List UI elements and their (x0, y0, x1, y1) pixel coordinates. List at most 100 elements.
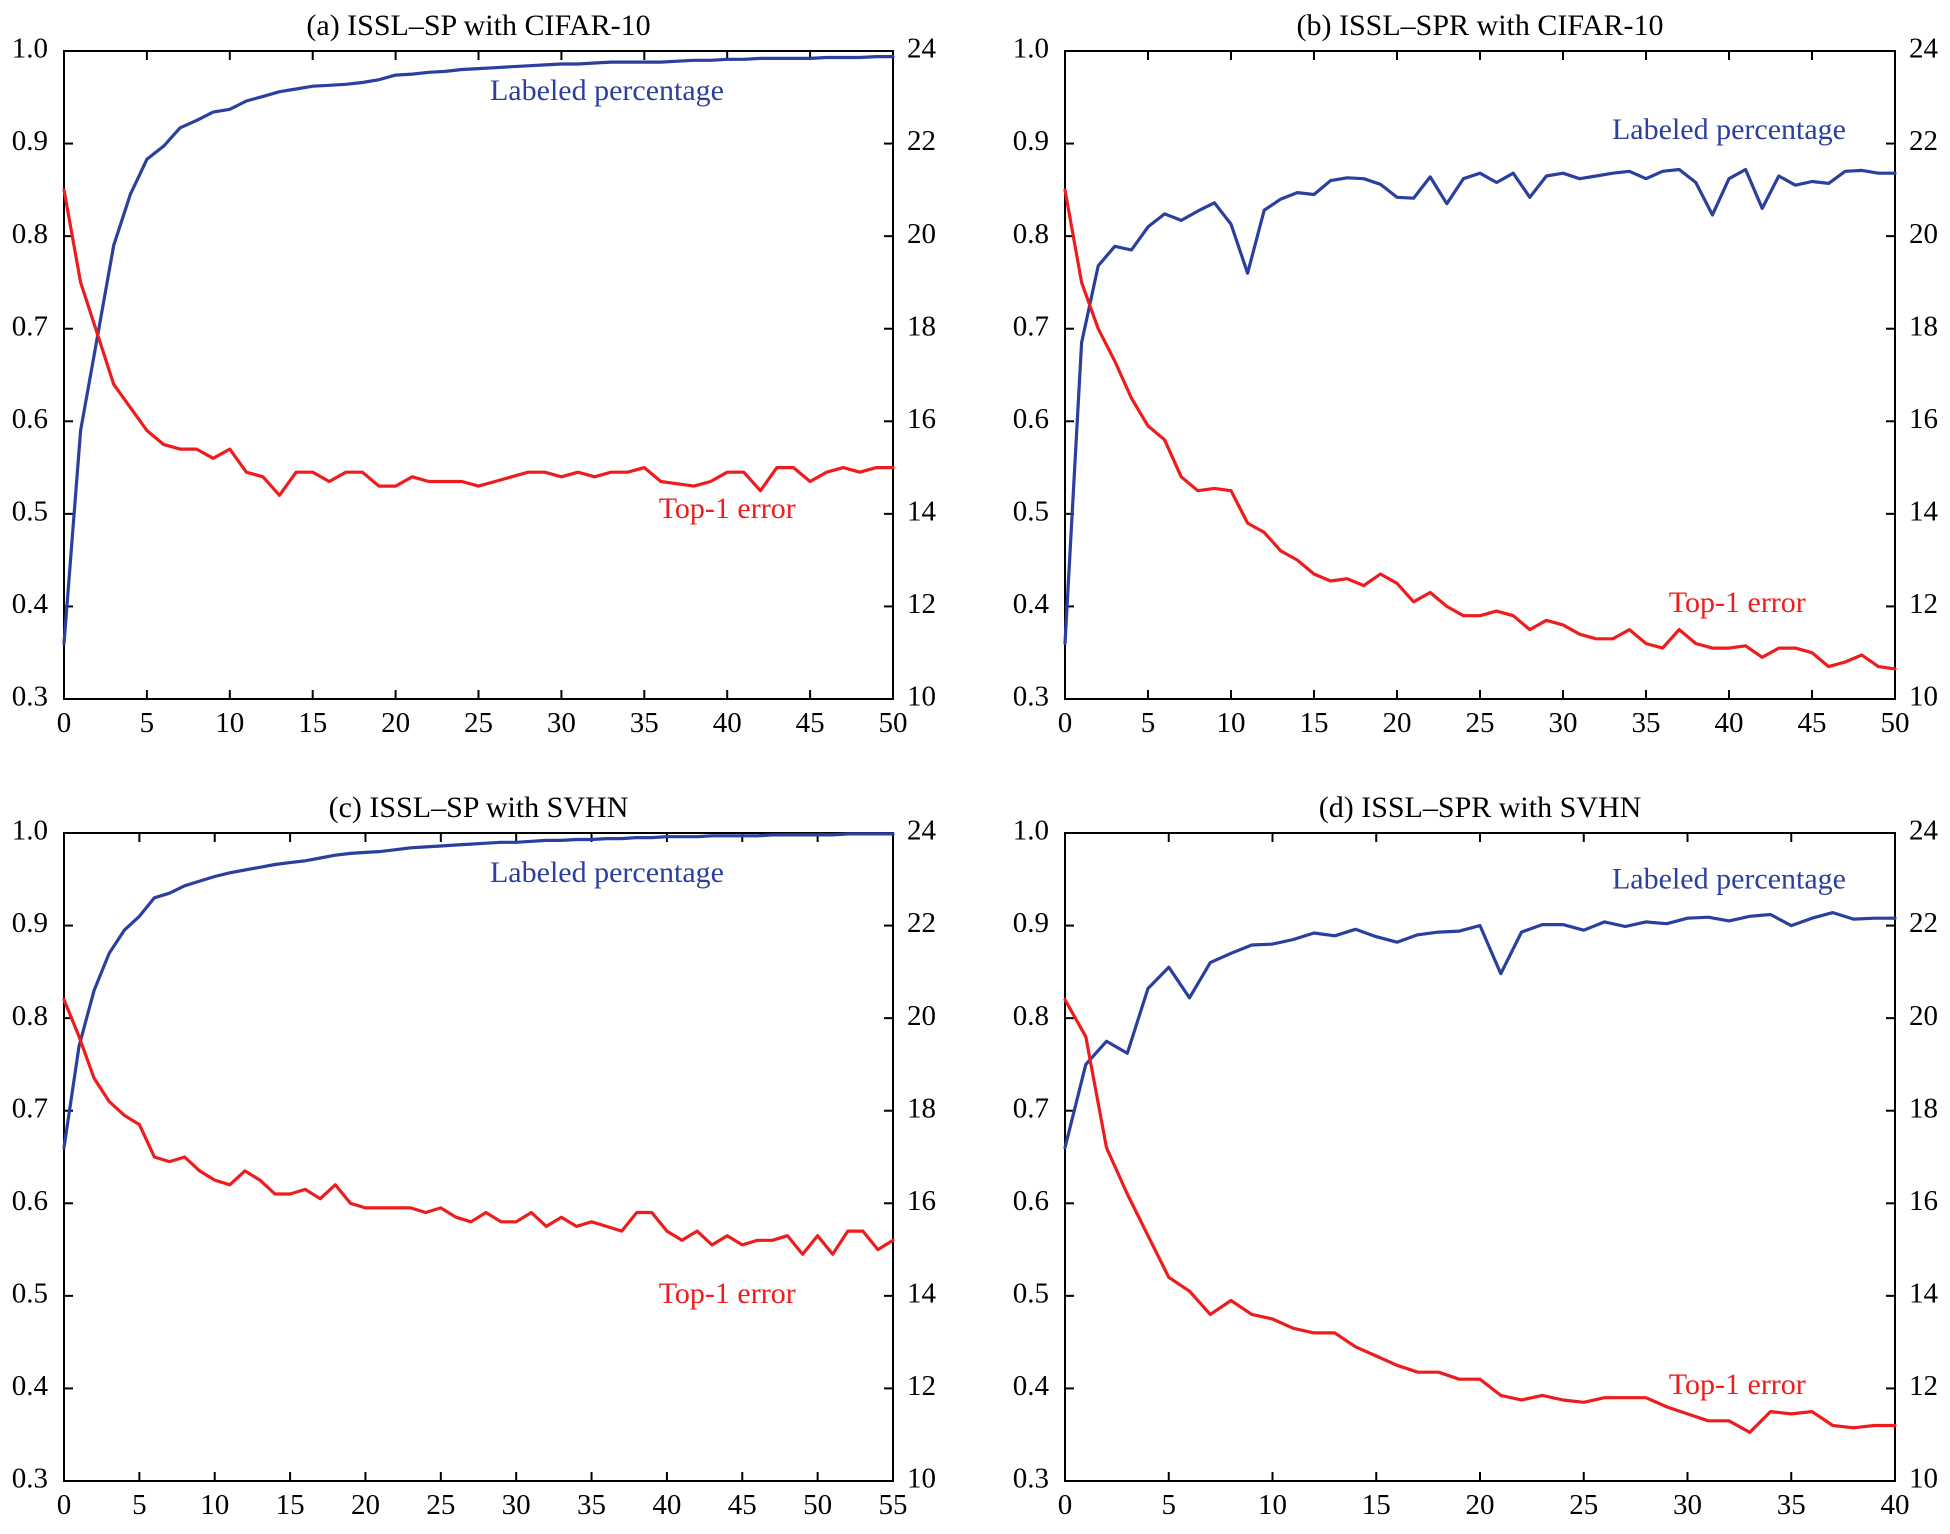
y-right-tick-label-c: 16 (907, 1185, 936, 1217)
y-right-tick-label-b: 14 (1909, 496, 1939, 528)
y-right-tick-label-b: 22 (1909, 125, 1938, 157)
top1-error-annotation-b: Top-1 error (1669, 586, 1806, 619)
y-left-tick-label-d: 0.8 (1013, 1000, 1049, 1032)
y-left-tick-label-b: 0.8 (1013, 218, 1049, 250)
y-right-tick-label-c: 12 (907, 1370, 936, 1402)
y-left-tick-label-d: 0.4 (1013, 1370, 1050, 1402)
x-tick-label-c: 5 (132, 1489, 147, 1521)
y-left-tick-label-d: 0.6 (1013, 1185, 1049, 1217)
y-left-tick-label-a: 0.3 (12, 681, 48, 713)
plot-frame-c (63, 832, 894, 1482)
x-tick-label-a: 50 (879, 707, 908, 739)
y-left-tick-label-d: 0.3 (1013, 1463, 1049, 1495)
x-tick-label-c: 40 (652, 1489, 681, 1521)
y-left-tick-label-d: 0.7 (1013, 1092, 1049, 1124)
x-tick-label-d: 5 (1162, 1489, 1177, 1521)
y-left-tick-label-b: 0.6 (1013, 403, 1049, 435)
y-right-tick-label-c: 22 (907, 907, 936, 939)
x-tick-label-c: 50 (803, 1489, 832, 1521)
chart-title-d: (d) ISSL–SPR with SVHN (1319, 791, 1642, 824)
plot-frame-a (63, 50, 894, 700)
labeled-percentage-line-d (1063, 910, 1897, 1150)
y-right-tick-label-c: 10 (907, 1463, 936, 1495)
y-left-tick-label-a: 1.0 (12, 33, 48, 65)
x-tick-label-b: 45 (1798, 707, 1827, 739)
y-right-tick-label-c: 18 (907, 1092, 936, 1124)
x-tick-label-b: 5 (1141, 707, 1156, 739)
chart-c: (c) ISSL–SP with SVHN 0 5 10 15 20 25 30 35 40 45 5… (12, 791, 937, 1521)
x-tick-label-c: 20 (351, 1489, 380, 1521)
y-right-tick-label-c: 24 (907, 815, 937, 847)
y-right-tick-label-b: 12 (1909, 588, 1938, 620)
y-left-tick-label-c: 0.5 (12, 1278, 48, 1310)
y-right-tick-label-a: 12 (907, 588, 936, 620)
y-right-tick-label-d: 20 (1909, 1000, 1938, 1032)
x-tick-label-d: 10 (1258, 1489, 1287, 1521)
top1-error-annotation-c: Top-1 error (659, 1277, 796, 1310)
x-tick-label-c: 0 (57, 1489, 72, 1521)
y-left-tick-label-c: 0.4 (12, 1370, 49, 1402)
y-right-tick-label-c: 14 (907, 1278, 937, 1310)
x-tick-label-b: 15 (1300, 707, 1329, 739)
x-tick-label-d: 15 (1362, 1489, 1391, 1521)
x-tick-label-b: 25 (1466, 707, 1495, 739)
x-tick-label-b: 50 (1881, 707, 1910, 739)
x-tick-label-c: 15 (276, 1489, 305, 1521)
y-left-tick-label-d: 0.5 (1013, 1278, 1049, 1310)
y-left-tick-label-a: 0.9 (12, 125, 48, 157)
x-tick-label-a: 45 (796, 707, 825, 739)
x-tick-label-b: 35 (1632, 707, 1661, 739)
chart-title-c: (c) ISSL–SP with SVHN (329, 791, 629, 824)
top1-error-line-d (1063, 997, 1897, 1435)
labeled-percentage-annotation-d: Labeled percentage (1612, 862, 1846, 895)
labeled-percentage-annotation-c: Labeled percentage (490, 856, 724, 889)
y-right-tick-label-d: 22 (1909, 907, 1938, 939)
y-right-tick-label-d: 10 (1909, 1463, 1938, 1495)
labeled-percentage-line-c (62, 832, 895, 1150)
x-tick-label-d: 25 (1569, 1489, 1598, 1521)
top1-error-annotation-d: Top-1 error (1669, 1368, 1806, 1401)
x-tick-label-c: 55 (879, 1489, 908, 1521)
x-tick-label-a: 0 (57, 707, 72, 739)
chart-title-b: (b) ISSL–SPR with CIFAR-10 (1296, 9, 1663, 42)
y-right-tick-label-a: 10 (907, 681, 936, 713)
y-left-tick-label-a: 0.4 (12, 588, 49, 620)
y-right-tick-label-b: 24 (1909, 33, 1939, 65)
x-tick-label-a: 20 (381, 707, 410, 739)
y-left-tick-label-c: 0.7 (12, 1092, 48, 1124)
y-left-tick-label-b: 0.3 (1013, 681, 1049, 713)
labeled-percentage-annotation-a: Labeled percentage (490, 74, 724, 107)
y-right-tick-label-d: 12 (1909, 1370, 1938, 1402)
x-tick-label-a: 35 (630, 707, 659, 739)
chart-a: (a) ISSL–SP with CIFAR-10 0 5 10 15 20 25 30 35 4… (12, 9, 937, 739)
y-left-tick-label-b: 1.0 (1013, 33, 1049, 65)
y-right-tick-label-a: 16 (907, 403, 936, 435)
y-left-tick-label-c: 0.8 (12, 1000, 48, 1032)
y-right-tick-label-a: 20 (907, 218, 936, 250)
x-tick-label-d: 35 (1777, 1489, 1806, 1521)
x-tick-label-c: 10 (200, 1489, 229, 1521)
x-tick-label-b: 40 (1715, 707, 1744, 739)
y-right-tick-label-b: 20 (1909, 218, 1938, 250)
top1-error-line-c (62, 997, 895, 1256)
x-tick-label-a: 10 (215, 707, 244, 739)
y-left-tick-label-b: 0.4 (1013, 588, 1050, 620)
x-tick-label-a: 5 (140, 707, 155, 739)
top1-error-line-a (62, 188, 895, 497)
y-left-tick-label-d: 0.9 (1013, 907, 1049, 939)
labeled-percentage-annotation-b: Labeled percentage (1612, 113, 1846, 146)
x-tick-label-c: 25 (426, 1489, 455, 1521)
y-left-tick-label-b: 0.5 (1013, 496, 1049, 528)
x-tick-label-c: 30 (502, 1489, 531, 1521)
top1-error-annotation-a: Top-1 error (659, 492, 796, 525)
y-right-tick-label-a: 24 (907, 33, 937, 65)
x-tick-label-d: 30 (1673, 1489, 1702, 1521)
y-right-tick-label-d: 18 (1909, 1092, 1938, 1124)
y-left-tick-label-b: 0.9 (1013, 125, 1049, 157)
top1-error-line-b (1063, 188, 1897, 671)
y-left-tick-label-a: 0.8 (12, 218, 48, 250)
x-tick-label-b: 30 (1549, 707, 1578, 739)
y-left-tick-label-c: 0.3 (12, 1463, 48, 1495)
y-left-tick-label-a: 0.7 (12, 310, 48, 342)
y-left-tick-label-a: 0.5 (12, 496, 48, 528)
